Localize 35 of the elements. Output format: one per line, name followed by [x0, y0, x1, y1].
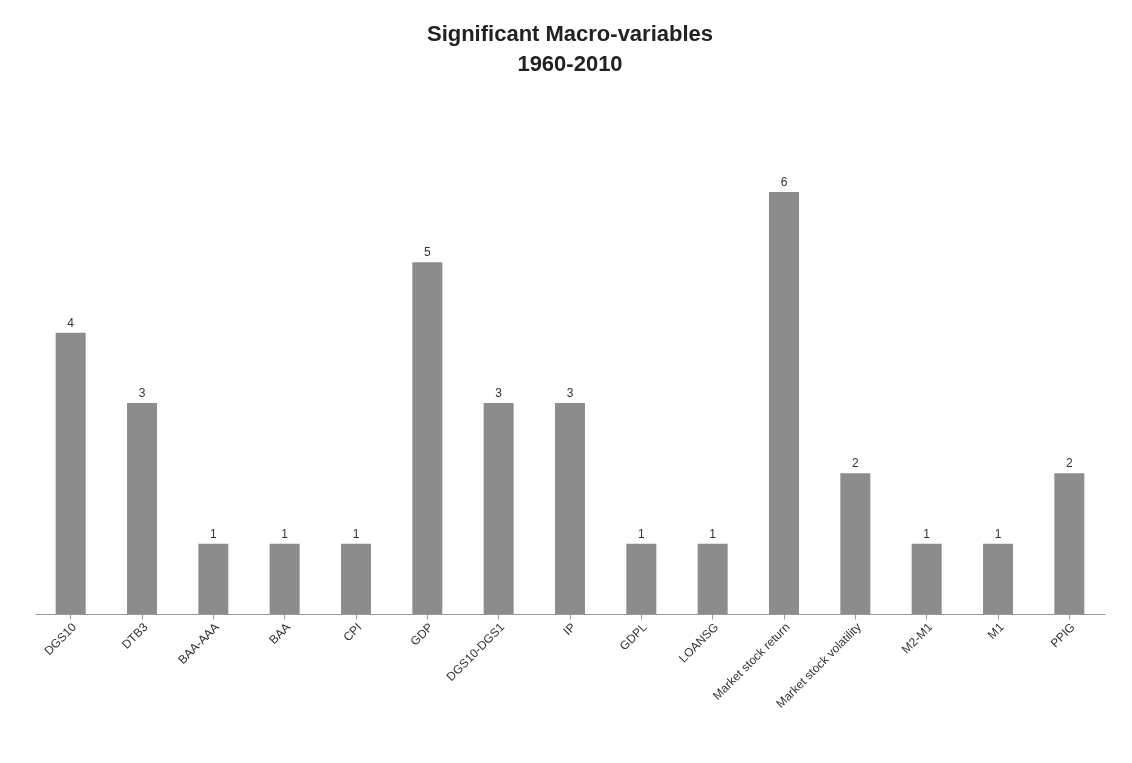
x-tick-label: M1 — [984, 619, 1007, 642]
data-label: 1 — [352, 526, 360, 541]
bar — [341, 543, 371, 614]
data-label: 2 — [851, 456, 859, 471]
data-label: 3 — [495, 386, 503, 400]
bar — [269, 543, 300, 614]
bar — [983, 543, 1013, 614]
chart-title: Significant Macro-variables 1960-2010 — [426, 21, 714, 76]
bar — [626, 543, 657, 614]
data-label: 1 — [994, 526, 1002, 541]
data-label: 1 — [709, 526, 717, 541]
data-label: 4 — [67, 315, 75, 330]
data-label: 3 — [138, 386, 146, 400]
bar — [55, 332, 86, 614]
data-label: 5 — [423, 245, 431, 260]
bar — [127, 403, 157, 614]
x-tick-label: BAA — [266, 620, 294, 647]
bar — [483, 403, 514, 614]
bar — [198, 543, 229, 614]
bar — [1054, 473, 1085, 614]
data-label: 1 — [209, 526, 217, 541]
bar — [840, 473, 871, 614]
data-label: 6 — [780, 175, 788, 189]
data-label: 3 — [566, 386, 574, 400]
x-tick-label: CPI — [340, 620, 365, 645]
data-label: 2 — [1065, 456, 1073, 471]
bar — [412, 262, 443, 614]
bar — [911, 543, 942, 614]
data-label: 1 — [637, 526, 645, 541]
bar — [697, 543, 728, 614]
x-tick-label: IP — [560, 620, 579, 639]
data-label: 1 — [281, 526, 289, 541]
bar — [555, 403, 585, 614]
bar — [769, 192, 799, 614]
data-label: 1 — [923, 526, 931, 541]
